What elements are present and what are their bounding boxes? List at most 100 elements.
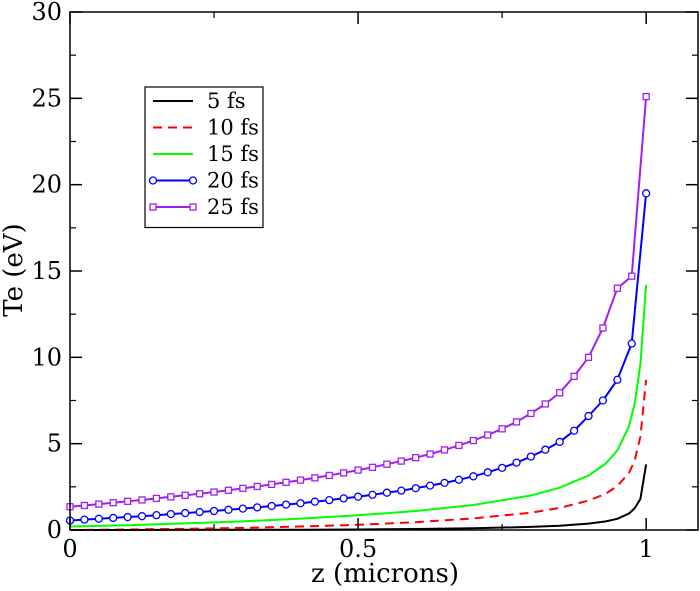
series-point: [368, 490, 377, 499]
series-point: [109, 499, 117, 507]
series-line-2: [69, 284, 648, 528]
x-tick-label: 0: [62, 535, 77, 563]
series-point: [569, 426, 579, 435]
legend-label: 5 fs: [207, 89, 246, 113]
series-point: [80, 501, 89, 510]
series-point: [411, 484, 420, 493]
legend-label: 20 fs: [207, 169, 259, 193]
y-tick-label: 0: [47, 516, 62, 544]
series-point: [440, 446, 449, 454]
series-point: [325, 471, 333, 480]
series-point: [382, 488, 392, 497]
series-point: [340, 469, 348, 477]
series-point: [267, 501, 276, 511]
x-axis-title: z (microns): [311, 559, 459, 589]
series-point: [642, 92, 650, 101]
series-point: [556, 389, 564, 397]
series-point: [253, 503, 262, 512]
series-point: [397, 457, 405, 465]
series-point: [354, 466, 362, 474]
series-point: [425, 481, 435, 490]
series-point: [339, 494, 348, 503]
series-point: [181, 491, 189, 499]
series-point: [281, 500, 291, 509]
series-point: [598, 396, 608, 405]
y-axis-title: Te (eV): [0, 223, 29, 316]
series-point: [613, 284, 621, 292]
series-point: [497, 463, 507, 472]
series-point: [224, 486, 233, 494]
y-tick-label: 30: [31, 0, 62, 26]
series-point: [253, 482, 261, 491]
series-point: [512, 458, 521, 467]
series-point: [383, 460, 391, 468]
series-line-1: [69, 379, 648, 531]
series-point: [80, 515, 89, 524]
legend-label: 10 fs: [207, 116, 259, 140]
series-point: [296, 499, 305, 508]
series-point: [440, 478, 449, 488]
legend-label: 25 fs: [207, 195, 259, 219]
series-point: [469, 436, 477, 445]
legend-box: [144, 86, 264, 229]
y-tick-label: 5: [47, 430, 62, 458]
series-point: [412, 454, 420, 462]
series-point: [166, 509, 175, 519]
series-point: [123, 512, 132, 522]
series-point: [541, 400, 549, 408]
series-point: [268, 480, 276, 489]
plot-area: [65, 92, 651, 531]
series-point: [454, 475, 464, 484]
x-tick-label: 1: [639, 535, 654, 563]
series-point: [353, 492, 363, 501]
legend-marker: [188, 176, 198, 185]
series-point: [95, 500, 103, 508]
series-point: [137, 512, 147, 521]
series-point: [527, 409, 535, 418]
legend-marker: [148, 176, 158, 185]
series-point: [238, 504, 247, 513]
y-tick-label: 20: [31, 171, 62, 199]
series-point: [296, 476, 305, 484]
series-point: [167, 493, 175, 501]
series-point: [641, 189, 651, 198]
series-point: [109, 513, 118, 523]
series-point: [526, 452, 536, 461]
series-point: [282, 478, 290, 486]
series-point: [627, 339, 636, 348]
series-point: [469, 472, 478, 481]
series-point: [152, 511, 161, 520]
series-point: [311, 474, 319, 482]
series-point: [483, 468, 492, 477]
series-point: [570, 372, 578, 380]
series-point: [239, 484, 247, 493]
series-point: [455, 441, 463, 450]
series-point: [484, 431, 492, 439]
series-point: [94, 514, 103, 523]
series-point: [224, 505, 233, 514]
legend-label: 15 fs: [207, 142, 259, 166]
series-point: [426, 450, 434, 458]
series-point: [310, 497, 320, 506]
series-point: [209, 506, 219, 516]
legend-marker: [189, 203, 197, 211]
y-tick-label: 15: [31, 257, 62, 285]
y-tick-label: 10: [31, 343, 62, 371]
series-point: [541, 445, 550, 454]
series-point: [123, 497, 132, 505]
series-point: [584, 353, 593, 361]
series-point: [368, 463, 377, 471]
series-point: [599, 324, 607, 332]
series-point: [555, 437, 564, 447]
series-point: [512, 418, 521, 426]
series-point: [628, 272, 636, 280]
series-point: [181, 508, 190, 518]
series-point: [210, 488, 218, 496]
y-tick-label: 25: [31, 84, 62, 112]
series-point: [613, 375, 622, 384]
series-point: [397, 486, 406, 495]
series-point: [195, 507, 204, 517]
